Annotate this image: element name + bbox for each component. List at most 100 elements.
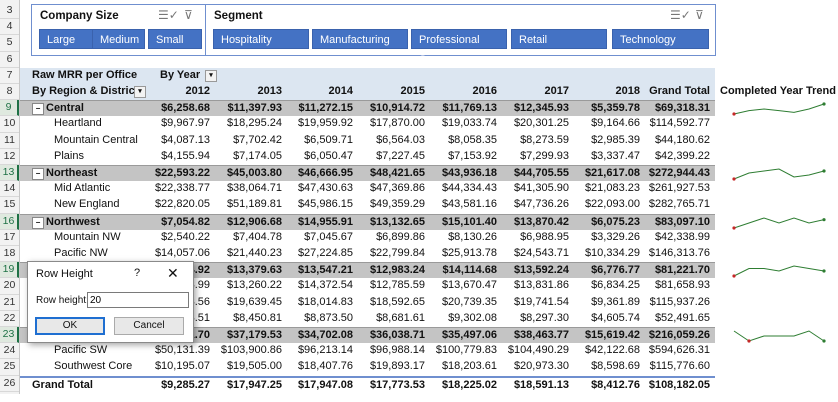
table-row[interactable]: Plains $4,155.94 $7,174.05 $6,050.47 $7,227.… [20,149,715,165]
row-number[interactable]: 26 [0,376,19,392]
row-header-column[interactable]: 3 4 5 6 7 8 9 10 11 12 13 14 15 16 17 18 19 20 21 22 23 24 25 2… [0,0,20,394]
row-filter-dropdown-icon[interactable]: ▾ [134,86,146,98]
row-number[interactable]: 10 [0,116,19,133]
value-cell: $17,773.53 [369,378,425,391]
row-number[interactable]: 25 [0,359,19,376]
row-number[interactable]: 13 [0,165,19,182]
slicer-item-manufacturing[interactable]: Manufacturing [312,29,408,49]
group-row[interactable]: − Central $6,258.68 $11,397.93 $11,272.15 $10… [20,100,826,117]
value-cell: $22,593.22 [154,167,210,179]
table-row[interactable]: Pacific NW $14,057.06 $21,440.23 $27,224.85… [20,246,715,262]
help-icon[interactable]: ? [134,267,141,279]
slicer-item-technology[interactable]: Technology [612,29,709,49]
sparkline-line [733,217,825,229]
row-number[interactable]: 24 [0,343,19,360]
company-size-slicer[interactable]: Company Size ☰✓ ⊽ Large Medium Small [31,4,206,56]
sparkline-low-point [732,274,736,278]
row-label: Mid Atlantic [54,182,111,195]
value-cell: $8,450.81 [233,311,282,324]
row-height-input[interactable] [87,292,189,308]
row-number[interactable]: 4 [0,19,19,36]
sparkline-header: Completed Year Trend [720,85,836,97]
slicer-item-professional-services[interactable]: Professional Ser... [411,29,507,66]
row-number[interactable]: 9 [0,100,19,117]
trend-sparkline [732,102,826,116]
year-header: 2014 [328,85,353,97]
sparkline-high-point [822,169,826,173]
row-label: Plains [54,149,84,162]
value-cell: $3,329.26 [591,230,640,243]
cancel-button[interactable]: Cancel [114,317,184,335]
segment-slicer[interactable]: Segment ☰✓ ⊽ Hospitality Manufacturing P… [205,4,716,66]
value-cell: $34,702.08 [297,329,353,341]
value-cell: $51,189.81 [226,198,282,211]
year-header: 2012 [185,85,210,97]
column-field-button[interactable]: By Year [160,68,201,81]
grand-total-row[interactable]: Grand Total $9,285.27 $17,947.25 $17,947.08… [20,375,715,392]
row-number[interactable]: 7 [0,68,19,84]
row-label: Mountain Central [54,133,138,146]
collapse-toggle-icon[interactable]: − [32,168,44,180]
row-number[interactable]: 16 [0,213,19,230]
value-cell: $8,681.61 [376,311,425,324]
value-cell: $11,769.13 [442,102,497,115]
value-cell: $6,564.03 [376,133,425,146]
table-row[interactable]: Mountain NW $2,540.22 $7,404.78 $7,045.67 $6… [20,230,715,246]
row-field-button[interactable]: By Region & District [32,85,139,97]
multi-select-icon[interactable]: ☰✓ [158,8,179,22]
value-cell: $18,591.13 [513,378,569,391]
clear-filter-icon[interactable]: ⊽ [695,8,704,22]
row-number[interactable]: 20 [0,278,19,295]
row-number[interactable]: 19 [0,262,19,279]
value-cell: $6,509.71 [304,133,353,146]
row-number[interactable]: 12 [0,149,19,165]
slicer-item-medium[interactable]: Medium [92,29,145,49]
row-number[interactable]: 11 [0,133,19,149]
row-number[interactable]: 21 [0,295,19,311]
group-row[interactable]: − Northwest $7,054.82 $12,906.68 $14,955.91 $… [20,213,826,230]
row-number[interactable]: 15 [0,197,19,214]
value-cell: $96,988.14 [369,344,425,357]
group-row[interactable]: − Northeast $22,593.22 $45,003.80 $46,666.95… [20,165,826,182]
row-number[interactable]: 6 [0,52,19,68]
value-cell: $12,345.93 [513,102,569,115]
row-number[interactable]: 3 [0,3,19,20]
close-icon[interactable]: ✕ [167,265,179,281]
row-number[interactable]: 5 [0,35,19,52]
row-number[interactable]: 18 [0,246,19,263]
collapse-toggle-icon[interactable]: − [32,216,44,229]
value-cell: $38,463.77 [513,329,569,341]
value-cell: $108,182.05 [648,378,710,391]
value-cell: $18,225.02 [441,378,497,391]
table-row[interactable]: Heartland $9,967.97 $18,295.24 $19,959.92 $1… [20,116,715,132]
value-cell: $13,260.22 [226,279,282,292]
table-row[interactable]: Pacific SW $50,131.39 $103,900.86 $96,213.1… [20,343,715,359]
value-cell: $42,338.99 [654,230,710,243]
clear-filter-icon[interactable]: ⊽ [184,8,193,22]
row-number[interactable]: 8 [0,84,19,101]
row-number[interactable]: 14 [0,181,19,198]
ok-button[interactable]: OK [35,317,105,335]
row-number[interactable]: 22 [0,311,19,327]
collapse-toggle-icon[interactable]: − [32,103,44,116]
table-row[interactable]: Mountain Central $4,087.13 $7,702.42 $6,509… [20,133,715,149]
slicer-title: Company Size [40,10,119,22]
table-row[interactable]: Southwest Core $10,195.07 $19,505.00 $18,40… [20,359,715,375]
sparkline-low-point [732,177,736,181]
row-number[interactable]: 23 [0,327,19,344]
column-filter-dropdown-icon[interactable]: ▾ [205,69,217,82]
row-height-dialog[interactable]: Row Height ? ✕ Row height: OK Cancel [27,261,194,343]
table-row[interactable]: Arizona$6,108.99$13,260.22$14,372.54$12,… [20,278,715,294]
value-cell: $19,959.92 [297,117,353,130]
table-row[interactable]: New England $22,820.05 $51,189.81 $45,986.1… [20,197,715,213]
value-cell: $21,440.23 [226,247,282,259]
slicer-item-hospitality[interactable]: Hospitality [213,29,309,49]
slicer-item-retail[interactable]: Retail [511,29,607,49]
multi-select-icon[interactable]: ☰✓ [670,8,691,22]
value-cell: $47,430.63 [297,182,353,195]
value-cell: $81,221.70 [654,264,710,277]
slicer-item-small[interactable]: Small [148,29,202,49]
table-row[interactable]: Mid Atlantic $22,338.77 $38,064.71 $47,430.… [20,181,715,197]
value-cell: $4,605.74 [591,311,640,324]
row-number[interactable]: 17 [0,230,19,246]
